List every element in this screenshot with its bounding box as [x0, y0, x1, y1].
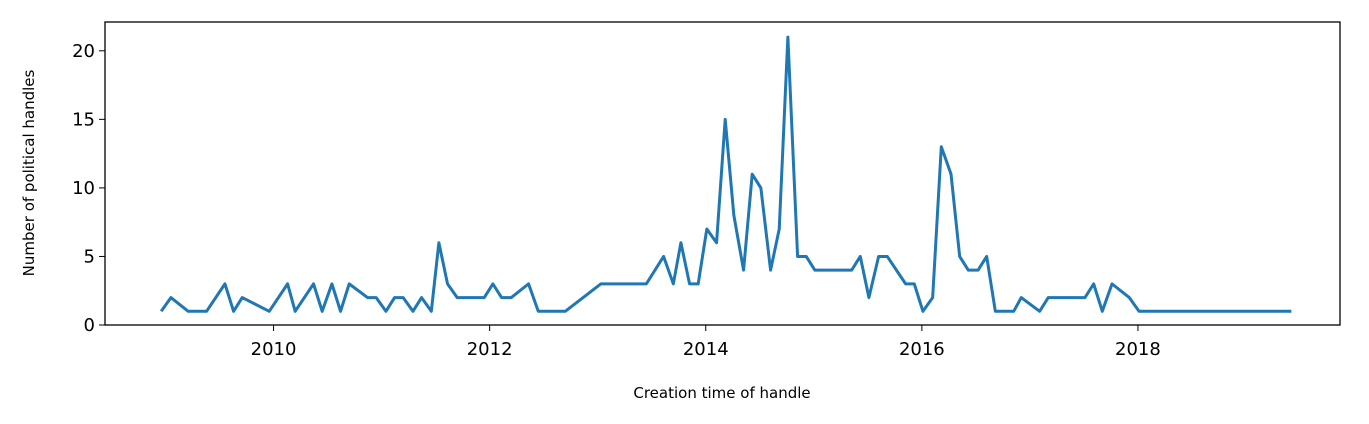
x-tick-label: 2012 — [467, 339, 513, 360]
y-tick-label: 20 — [72, 41, 95, 62]
y-tick-label: 0 — [84, 315, 95, 336]
y-axis-label: Number of political handles — [20, 69, 38, 276]
y-tick-label: 10 — [72, 178, 95, 199]
x-axis-label: Creation time of handle — [633, 384, 810, 402]
plot-frame — [104, 21, 1341, 326]
x-tick-label: 2018 — [1115, 339, 1161, 360]
x-tick-label: 2014 — [683, 339, 729, 360]
y-tick-label: 5 — [84, 246, 95, 267]
y-tick-label: 15 — [72, 109, 95, 130]
data-line — [159, 35, 1292, 313]
x-tick-label: 2016 — [899, 339, 945, 360]
x-tick-label: 2010 — [251, 339, 297, 360]
